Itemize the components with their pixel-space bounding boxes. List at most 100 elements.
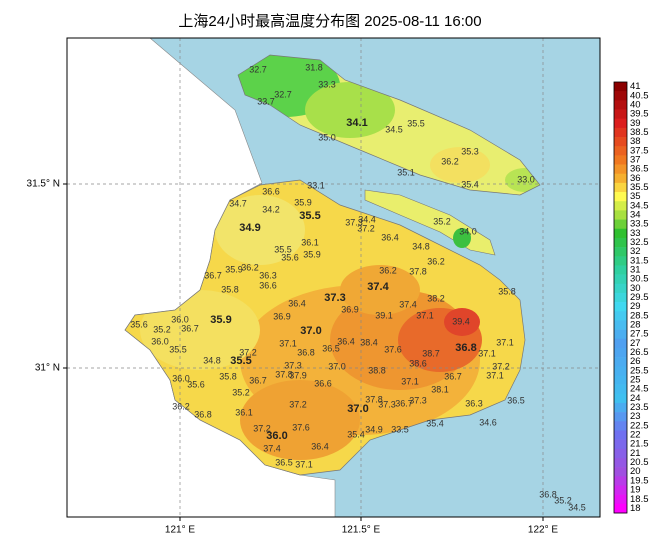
station-temp: 37.8 [365,394,383,404]
colorbar-label: 21 [630,448,641,459]
colorbar-cell [614,292,627,303]
station-temp: 35.8 [498,286,516,296]
station-temp: 37.3 [378,399,396,409]
station-temp: 35.8 [221,284,239,294]
station-temp: 37.1 [478,348,496,358]
colorbar-cell [614,467,627,477]
station-temp: 37.1 [416,310,434,320]
colorbar-label: 25 [630,375,641,386]
colorbar-label: 30.5 [630,274,649,285]
district-temp: 34.1 [346,117,367,129]
station-temp: 36.1 [301,237,319,247]
colorbar-cell [614,430,627,440]
colorbar-label: 36 [630,173,641,184]
colorbar-label: 34.5 [630,200,649,211]
station-temp: 35.6 [187,379,205,389]
station-temp: 33.0 [517,174,535,184]
colorbar-cell [614,247,627,257]
colorbar-label: 40.5 [630,90,649,101]
station-temp: 36.2 [172,401,190,411]
y-axis-label: 31° N [35,363,60,374]
station-temp: 38.2 [427,293,445,303]
station-temp: 36.6 [314,378,332,388]
station-temp: 36.9 [273,311,291,321]
colorbar-cell [614,182,627,193]
station-temp: 36.0 [151,336,169,346]
station-temp: 37.2 [357,223,375,233]
colorbar-label: 41 [630,81,641,92]
district-temp: 35.5 [299,210,320,222]
station-temp: 36.4 [288,298,306,308]
station-temp: 37.0 [328,361,346,371]
station-temp: 36.4 [337,336,355,346]
colorbar-cell [614,347,627,358]
district-temp: 35.9 [210,314,231,326]
station-temp: 34.5 [568,502,586,512]
colorbar-label: 19 [630,485,641,496]
colorbar-label: 38.5 [630,127,649,138]
station-temp: 37.4 [263,443,281,453]
colorbar-cell [614,357,627,367]
colorbar-label: 38 [630,136,641,147]
station-temp: 35.4 [426,418,444,428]
station-temp: 36.6 [262,186,280,196]
station-temp: 38.4 [360,337,378,347]
colorbar-label: 29 [630,301,641,312]
colorbar-label: 22 [630,430,641,441]
colorbar-label: 37.5 [630,145,649,156]
station-temp: 36.8 [297,347,315,357]
station-temp: 32.7 [274,89,292,99]
colorbar-label: 24.5 [630,384,649,395]
station-temp: 34.2 [262,204,280,214]
colorbar-label: 37 [630,154,641,165]
station-temp: 36.0 [172,373,190,383]
station-temp: 35.3 [461,146,479,156]
station-temp: 35.0 [318,132,336,142]
station-temp: 35.1 [397,167,415,177]
colorbar-label: 20 [630,466,641,477]
x-axis-label: 121° E [165,525,195,536]
district-temp: 35.5 [230,355,251,367]
colorbar-cell [614,503,627,514]
colorbar-label: 23.5 [630,402,649,413]
station-temp: 36.2 [379,265,397,275]
station-temp: 37.1 [496,337,514,347]
station-temp: 36.5 [322,343,340,353]
station-temp: 35.6 [130,319,148,329]
colorbar-label: 35 [630,191,641,202]
colorbar-cell [614,329,627,340]
station-temp: 35.4 [461,179,479,189]
colorbar-label: 33 [630,228,641,239]
colorbar-cell [614,283,627,294]
station-temp: 36.2 [427,256,445,266]
station-temp: 35.5 [274,244,292,254]
station-temp: 34.5 [385,124,403,134]
colorbar-label: 23 [630,411,641,422]
colorbar-cell [614,494,627,505]
station-temp: 33.1 [307,180,325,190]
colorbar-cell [614,366,627,376]
colorbar-label: 25.5 [630,365,649,376]
colorbar-label: 26.5 [630,347,649,358]
colorbar-label: 22.5 [630,420,649,431]
station-temp: 36.3 [259,270,277,280]
station-temp: 35.9 [225,264,243,274]
colorbar-label: 36.5 [630,164,649,175]
colorbar-label: 27 [630,338,641,349]
station-temp: 34.8 [412,241,430,251]
station-temp: 35.2 [232,387,250,397]
colorbar-label: 21.5 [630,439,649,450]
colorbar-cell [614,274,627,285]
colorbar-cell [614,439,627,450]
colorbar-cell [614,91,627,101]
colorbar-cell [614,448,627,459]
colorbar-label: 28.5 [630,310,649,321]
colorbar-cell [614,311,627,321]
station-temp: 36.8 [194,409,212,419]
station-temp: 38.1 [431,384,449,394]
colorbar-label: 18.5 [630,494,649,505]
station-temp: 37.2 [492,361,510,371]
station-temp: 37.3 [284,360,302,370]
station-temp: 36.0 [171,314,189,324]
station-temp: 32.7 [249,64,267,74]
